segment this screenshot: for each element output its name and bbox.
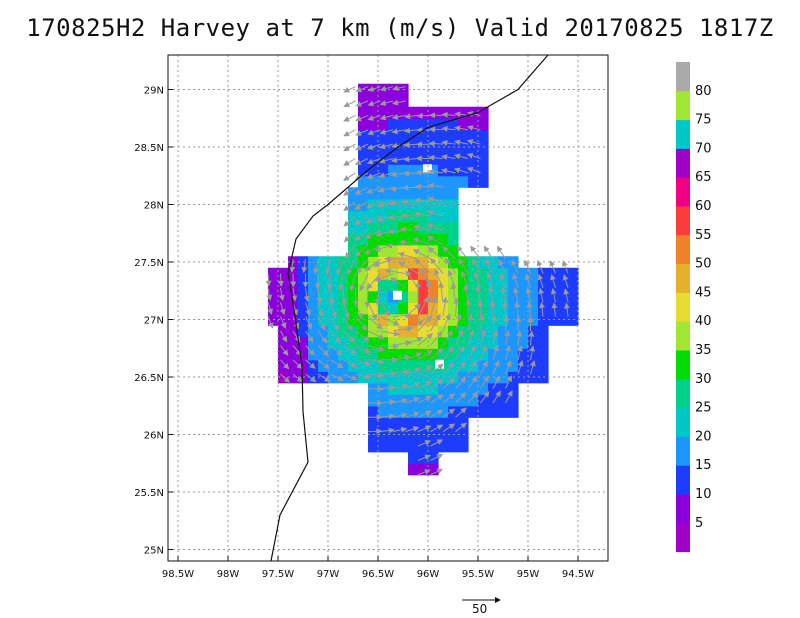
colorbar-label: 45: [695, 285, 712, 300]
colorbar-label: 65: [695, 170, 712, 185]
colorbar-swatch: [676, 292, 690, 322]
reference-vector-label: 50: [472, 602, 487, 616]
colorbar-label: 80: [695, 84, 712, 99]
lat-tick-label: 27N: [144, 316, 164, 327]
colorbar-swatch: [676, 522, 690, 553]
axis-ticks: 98.5W 98W 97.5W 97W 96.5W 96W 95.5W 95W 94.5W 29N…: [134, 86, 594, 581]
lat-tick-label: 26N: [144, 431, 164, 442]
coastline: [270, 55, 549, 561]
plot-title: 170825H2 Harvey at 7 km (m/s) Valid 2017…: [26, 14, 774, 42]
lat-tick-label: 27.5N: [134, 258, 164, 269]
colorbar-swatch: [676, 206, 690, 236]
colorbar-swatch: [676, 234, 690, 265]
lon-tick-label: 94.5W: [562, 569, 594, 580]
lon-tick-label: 97W: [317, 569, 340, 580]
colorbar-label: 25: [695, 401, 712, 416]
colorbar-label: 15: [695, 458, 712, 473]
lon-tick-label: 98W: [217, 569, 240, 580]
colorbar-label: 30: [695, 372, 712, 387]
map-frame: [167, 54, 609, 562]
colorbar-label: 40: [695, 314, 712, 329]
colorbar: 5 10 15 20 25 30 35 40 45 50 55 60 65 70 75 80: [676, 62, 712, 553]
colorbar-swatch: [676, 321, 690, 351]
lon-tick-label: 98.5W: [162, 569, 194, 580]
colorbar-label: 50: [695, 257, 712, 272]
lon-tick-label: 96.5W: [362, 569, 394, 580]
colorbar-label: 20: [695, 429, 712, 444]
wind-speed-field: [268, 83, 579, 476]
colorbar-swatch: [676, 263, 690, 293]
colorbar-swatch: [676, 378, 690, 409]
lat-tick-label: 25N: [144, 546, 164, 557]
colorbar-swatch: [676, 62, 690, 92]
lat-tick-label: 25.5N: [134, 488, 164, 499]
colorbar-swatch: [676, 350, 690, 380]
lat-tick-label: 28.5N: [134, 143, 164, 154]
colorbar-label: 5: [695, 516, 703, 531]
colorbar-swatch: [676, 177, 690, 207]
colorbar-swatch: [676, 90, 690, 121]
lat-tick-label: 28N: [144, 201, 164, 212]
colorbar-swatch: [676, 148, 690, 178]
lon-tick-label: 97.5W: [262, 569, 294, 580]
colorbar-swatch: [676, 119, 690, 149]
lon-tick-label: 95.5W: [462, 569, 494, 580]
lat-tick-label: 26.5N: [134, 373, 164, 384]
colorbar-label: 35: [695, 343, 712, 358]
lat-tick-label: 29N: [144, 86, 164, 97]
wind-vectors: [265, 85, 570, 476]
colorbar-label: 70: [695, 141, 712, 156]
lon-tick-label: 95W: [517, 569, 540, 580]
colorbar-swatch: [676, 407, 690, 437]
colorbar-label: 10: [695, 487, 712, 502]
lon-tick-label: 96W: [417, 569, 440, 580]
colorbar-swatch: [676, 494, 690, 524]
colorbar-swatch: [676, 465, 690, 495]
colorbar-swatch: [676, 436, 690, 466]
reference-vector: 50: [462, 597, 501, 616]
colorbar-label: 60: [695, 199, 712, 214]
colorbar-label: 75: [695, 113, 712, 128]
colorbar-label: 55: [695, 228, 712, 243]
